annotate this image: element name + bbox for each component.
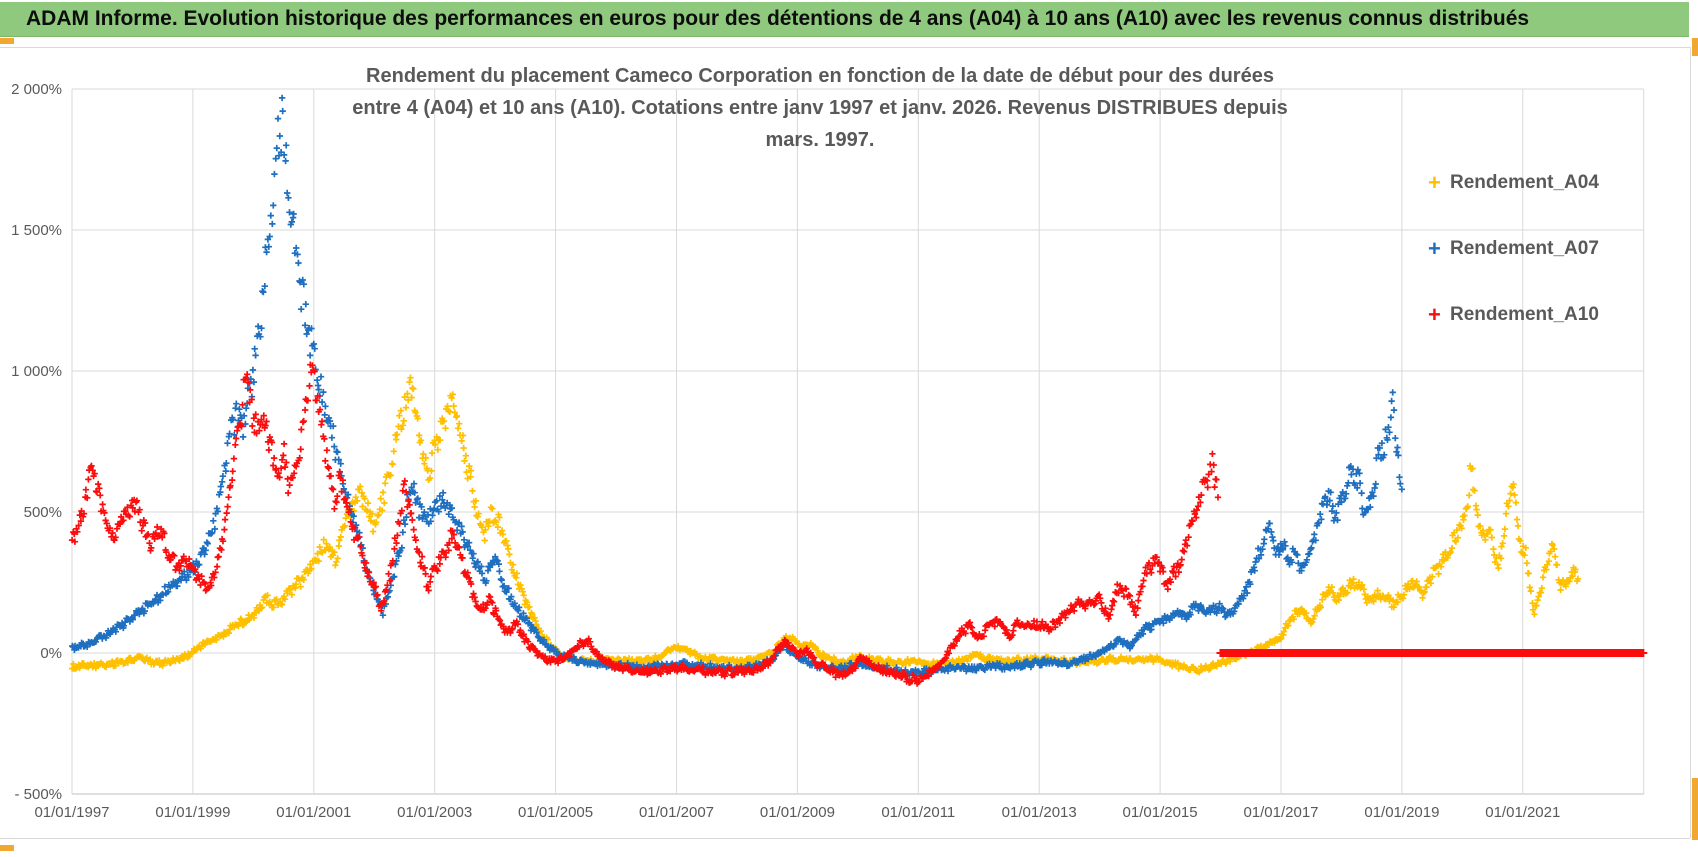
- x-axis-tick-label: 01/01/1997: [34, 804, 109, 821]
- y-axis-tick-label: - 500%: [14, 786, 62, 803]
- x-axis-tick-label: 01/01/2019: [1364, 804, 1439, 821]
- y-axis-tick-label: 1 000%: [11, 363, 62, 380]
- accent-mark-bottom-right: [1692, 778, 1698, 840]
- x-axis-tick-label: 01/01/2017: [1243, 804, 1318, 821]
- plus-marker-icon: +: [1428, 170, 1441, 195]
- x-axis-tick-label: 01/01/2011: [881, 804, 955, 821]
- accent-mark-top-right: [1692, 38, 1698, 56]
- series-rendement_a07[interactable]: [69, 94, 1405, 679]
- sheet-gridline-top: [0, 47, 1690, 48]
- x-axis-tick-label: 01/01/2003: [397, 804, 472, 821]
- header-bar: ADAM Informe. Evolution historique des p…: [0, 2, 1689, 37]
- chart-title-line2: entre 4 (A04) et 10 ans (A10). Cotations…: [352, 97, 1288, 151]
- accent-mark-bottom-left: [0, 845, 14, 851]
- series-rendement_a10[interactable]: [68, 361, 1222, 687]
- series-rendement_a10-flat-zero[interactable]: [1216, 649, 1648, 657]
- legend-label: Rendement_A04: [1450, 172, 1599, 193]
- y-axis-tick-label: 2 000%: [11, 81, 62, 98]
- accent-mark-top-left: [0, 38, 14, 44]
- chart-title-line1: Rendement du placement Cameco Corporatio…: [366, 65, 1274, 87]
- plus-marker-icon: +: [1428, 236, 1441, 261]
- plus-marker-icon: +: [1428, 302, 1441, 327]
- chart-title: Rendement du placement Cameco Corporatio…: [340, 60, 1300, 156]
- legend-item-rendement-a10[interactable]: + Rendement_A10: [1428, 302, 1599, 328]
- sheet-gridline-right: [1690, 47, 1691, 838]
- y-axis-tick-label: 500%: [24, 504, 62, 521]
- legend-item-rendement-a04[interactable]: + Rendement_A04: [1428, 170, 1599, 196]
- page-title: ADAM Informe. Evolution historique des p…: [26, 7, 1530, 30]
- legend-label: Rendement_A10: [1450, 304, 1599, 325]
- series-rendement_a04[interactable]: [68, 374, 1582, 676]
- y-axis-tick-label: 0%: [40, 645, 62, 662]
- legend-label: Rendement_A07: [1450, 238, 1599, 259]
- x-axis-tick-label: 01/01/2021: [1485, 804, 1560, 821]
- x-axis-tick-label: 01/01/2013: [1002, 804, 1077, 821]
- y-axis-tick-label: 1 500%: [11, 222, 62, 239]
- sheet-gridline-bottom: [0, 838, 1690, 839]
- legend-item-rendement-a07[interactable]: + Rendement_A07: [1428, 236, 1599, 262]
- x-axis-tick-label: 01/01/2015: [1123, 804, 1198, 821]
- x-axis-tick-label: 01/01/2001: [276, 804, 351, 821]
- legend: + Rendement_A04 + Rendement_A07 + Rendem…: [1428, 170, 1599, 328]
- x-axis-tick-label: 01/01/1999: [155, 804, 230, 821]
- x-axis-tick-label: 01/01/2005: [518, 804, 593, 821]
- x-axis-tick-label: 01/01/2009: [760, 804, 835, 821]
- x-axis-tick-label: 01/01/2007: [639, 804, 714, 821]
